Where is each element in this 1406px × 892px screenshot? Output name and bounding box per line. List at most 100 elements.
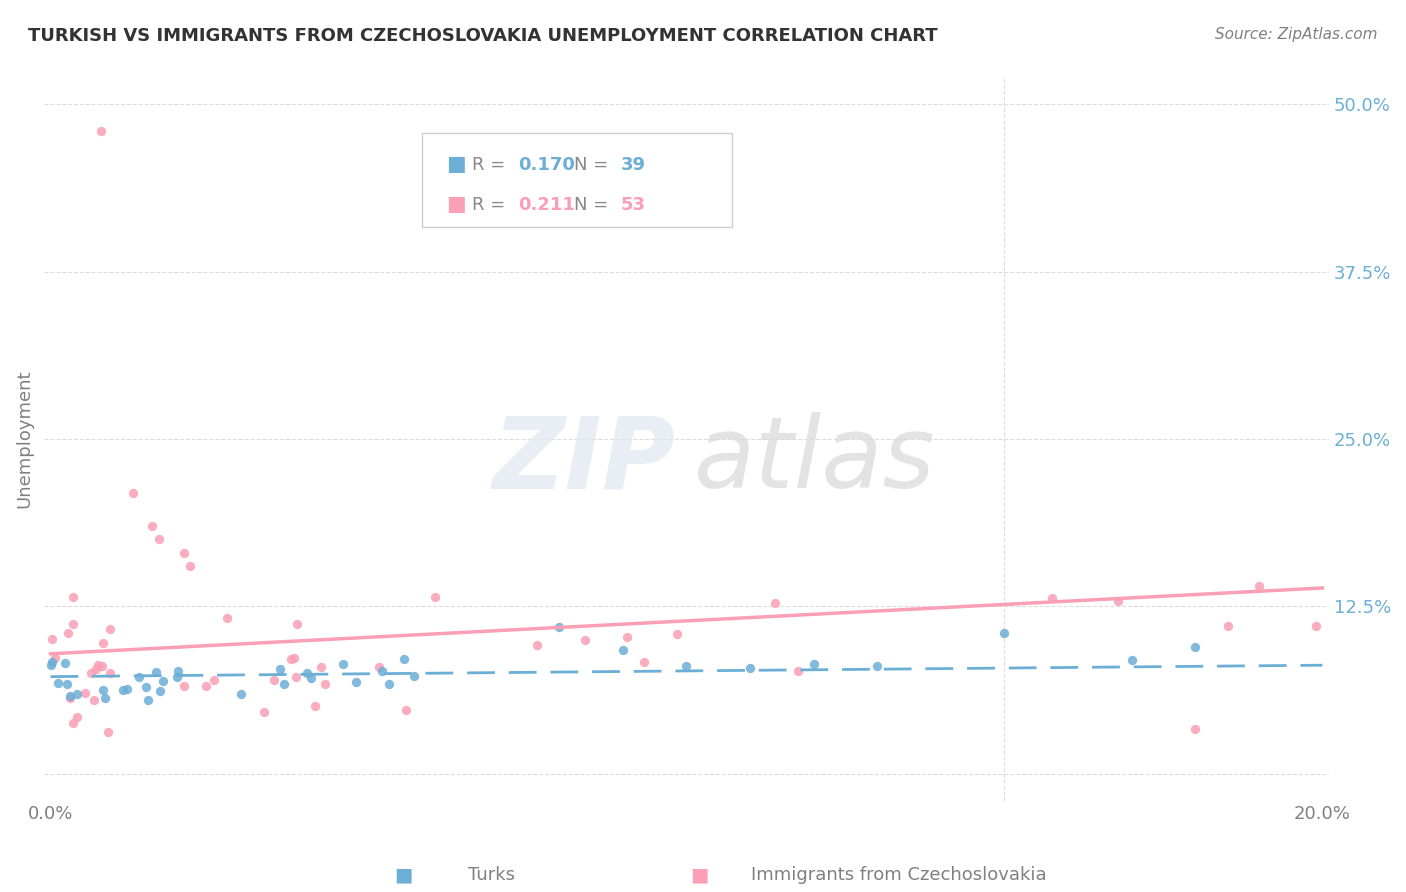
Text: N =: N = (574, 156, 609, 174)
Point (269, 662, 291, 676)
Point (94, 690, 117, 705)
Point (56, 677, 79, 691)
Point (612, 643, 634, 657)
Text: 39: 39 (620, 156, 645, 174)
Point (1184, 640, 1206, 655)
Point (202, 673, 225, 688)
Point (86, 658, 108, 673)
Point (1247, 579, 1270, 593)
Point (111, 683, 134, 698)
Point (425, 590, 447, 604)
Text: 0.170: 0.170 (517, 156, 575, 174)
Point (304, 698, 326, 713)
Point (122, 485, 145, 500)
Point (62, 716, 84, 731)
Point (39, 657, 62, 672)
Point (993, 626, 1015, 640)
Point (53, 657, 76, 671)
Point (526, 638, 548, 652)
Point (273, 677, 295, 691)
Point (616, 631, 638, 645)
Point (394, 703, 416, 717)
Point (136, 692, 159, 706)
Point (84, 662, 107, 676)
Text: ■: ■ (395, 866, 413, 885)
Text: R =: R = (471, 156, 505, 174)
Point (1042, 591, 1064, 605)
Point (866, 659, 889, 673)
Point (633, 655, 655, 669)
Point (675, 659, 697, 673)
Point (392, 652, 415, 666)
Point (1184, 722, 1206, 736)
Point (574, 632, 596, 647)
Point (368, 660, 391, 674)
Point (299, 671, 322, 685)
Point (62, 616, 84, 631)
Text: atlas: atlas (695, 412, 936, 509)
Point (314, 677, 336, 691)
Point (1121, 653, 1143, 667)
Point (91, 659, 114, 673)
Point (41, 632, 63, 646)
Point (285, 617, 308, 632)
Y-axis label: Unemployment: Unemployment (15, 370, 32, 508)
Point (100, 622, 122, 636)
Point (91, 682, 114, 697)
Text: ■: ■ (446, 194, 467, 213)
Point (128, 670, 150, 684)
Text: TURKISH VS IMMIGRANTS FROM CZECHOSLOVAKIA UNEMPLOYMENT CORRELATION CHART: TURKISH VS IMMIGRANTS FROM CZECHOSLOVAKI… (28, 27, 938, 45)
Point (1107, 594, 1129, 608)
Point (80, 665, 103, 680)
Point (548, 620, 571, 634)
Text: Immigrants from Czechoslovakia: Immigrants from Czechoslovakia (751, 866, 1046, 884)
Point (66, 687, 89, 701)
Point (56, 626, 79, 640)
Point (73, 686, 96, 700)
Point (41, 656, 63, 670)
Point (148, 684, 170, 698)
Text: 0.211: 0.211 (517, 195, 575, 213)
Point (97, 724, 120, 739)
Point (66, 710, 89, 724)
Point (173, 546, 195, 560)
Point (145, 665, 167, 680)
Point (59, 689, 82, 703)
Point (152, 673, 174, 688)
Point (297, 665, 319, 680)
Point (90, 124, 112, 138)
Text: Source: ZipAtlas.com: Source: ZipAtlas.com (1215, 27, 1378, 42)
Point (280, 652, 302, 666)
Text: R =: R = (471, 195, 505, 213)
Point (283, 651, 305, 665)
Point (370, 665, 392, 679)
Point (148, 533, 170, 547)
Point (167, 664, 190, 678)
Point (1305, 619, 1327, 633)
Point (83, 692, 105, 706)
Point (93, 636, 115, 650)
Point (179, 559, 201, 574)
Point (263, 673, 285, 687)
Point (763, 596, 786, 610)
Point (115, 681, 138, 696)
Point (59, 691, 82, 706)
Point (98, 665, 121, 680)
Text: ■: ■ (446, 153, 467, 174)
Point (284, 670, 307, 684)
Point (141, 519, 163, 533)
Point (231, 687, 253, 701)
Point (309, 660, 332, 674)
Point (344, 674, 367, 689)
Point (404, 669, 426, 683)
Point (166, 670, 188, 684)
Point (332, 657, 354, 671)
Text: ZIP: ZIP (492, 412, 675, 509)
Point (195, 679, 218, 693)
Point (217, 611, 239, 625)
Point (44, 650, 66, 665)
Point (378, 677, 401, 691)
Text: 53: 53 (620, 195, 645, 213)
Text: Turks: Turks (468, 866, 515, 884)
Point (738, 661, 761, 675)
